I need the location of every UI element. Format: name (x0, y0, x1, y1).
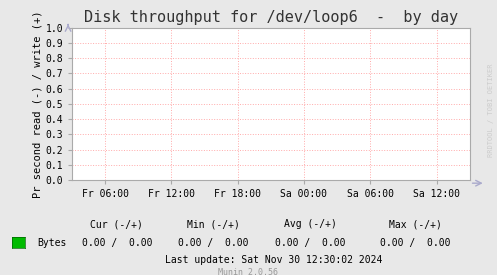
Text: Last update: Sat Nov 30 12:30:02 2024: Last update: Sat Nov 30 12:30:02 2024 (165, 255, 382, 265)
Text: Munin 2.0.56: Munin 2.0.56 (219, 268, 278, 275)
Y-axis label: Pr second read (-) / write (+): Pr second read (-) / write (+) (33, 10, 43, 197)
Text: Avg (-/+): Avg (-/+) (284, 219, 337, 229)
Text: 0.00 /  0.00: 0.00 / 0.00 (380, 238, 450, 248)
Title: Disk throughput for /dev/loop6  -  by day: Disk throughput for /dev/loop6 - by day (84, 10, 458, 25)
Text: 0.00 /  0.00: 0.00 / 0.00 (178, 238, 249, 248)
Text: Bytes: Bytes (37, 238, 67, 248)
Text: Max (-/+): Max (-/+) (389, 219, 441, 229)
Text: 0.00 /  0.00: 0.00 / 0.00 (82, 238, 152, 248)
Text: Cur (-/+): Cur (-/+) (90, 219, 143, 229)
Text: 0.00 /  0.00: 0.00 / 0.00 (275, 238, 346, 248)
Text: Min (-/+): Min (-/+) (187, 219, 240, 229)
Text: RRDTOOL / TOBI OETIKER: RRDTOOL / TOBI OETIKER (488, 63, 494, 157)
